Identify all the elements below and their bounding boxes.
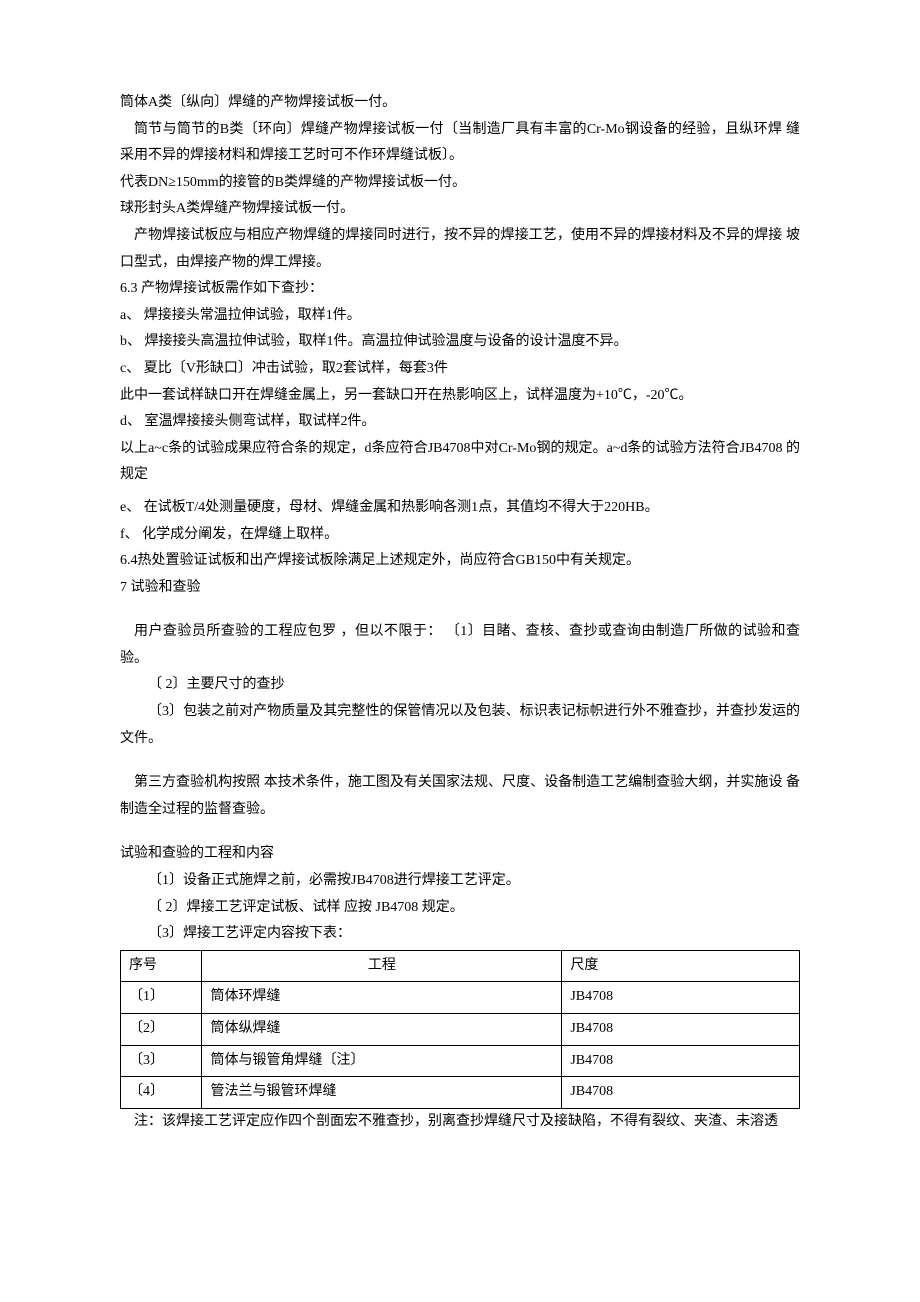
- text-line: 6.4热处置验证试板和出产焊接试板除满足上述规定外，尚应符合GB150中有关规定…: [120, 548, 800, 575]
- text-line: 〔 2〕主要尺寸的查抄: [120, 672, 800, 699]
- text-line: 以上a~c条的试验成果应符合条的规定，d条应符合JB4708中对Cr-Mo钢的规…: [120, 436, 800, 489]
- text-line: 第三方查验机构按照 本技术条件，施工图及有关国家法规、尺度、设备制造工艺编制查验…: [120, 770, 800, 823]
- table-header-name: 工程: [202, 950, 562, 982]
- table-cell-seq: 〔4〕: [121, 1077, 202, 1109]
- table-cell-seq: 〔1〕: [121, 982, 202, 1014]
- section-heading: 7 试验和查验: [120, 575, 800, 602]
- text-line: a、 焊接接头常温拉伸试验，取样1件。: [120, 303, 800, 330]
- text-line: 用户查验员所查验的工程应包罗 ，但以不限于： 〔1〕目睹、查核、查抄或查询由制造…: [120, 619, 800, 672]
- table-cell-seq: 〔3〕: [121, 1045, 202, 1077]
- table-cell-name: 管法兰与锻管环焊缝: [202, 1077, 562, 1109]
- table-cell-seq: 〔2〕: [121, 1014, 202, 1046]
- table-row: 〔1〕 筒体环焊缝 JB4708: [121, 982, 800, 1014]
- table-cell-name: 筒体与锻管角焊缝〔注〕: [202, 1045, 562, 1077]
- table-header-seq: 序号: [121, 950, 202, 982]
- text-line: 产物焊接试板应与相应产物焊缝的焊接同时进行，按不异的焊接工艺，使用不异的焊接材料…: [120, 223, 800, 276]
- table-row: 〔2〕 筒体纵焊缝 JB4708: [121, 1014, 800, 1046]
- text-line: 筒节与筒节的B类〔环向〕焊缝产物焊接试板一付〔当制造厂具有丰富的Cr-Mo钢设备…: [120, 117, 800, 170]
- text-line: b、 焊接接头高温拉伸试验，取样1件。高温拉伸试验温度与设备的设计温度不异。: [120, 329, 800, 356]
- table-header-row: 序号 工程 尺度: [121, 950, 800, 982]
- text-line: 6.3 产物焊接试板需作如下查抄：: [120, 276, 800, 303]
- table-header-spec: 尺度: [562, 950, 800, 982]
- text-line: 此中一套试样缺口开在焊缝金属上，另一套缺口开在热影响区上，试样温度为+10℃，-…: [120, 383, 800, 410]
- text-line: 代表DN≥150mm的接管的B类焊缝的产物焊接试板一付。: [120, 170, 800, 197]
- text-line: 〔 2〕焊接工艺评定试板、试样 应按 JB4708 规定。: [120, 895, 800, 922]
- table-row: 〔4〕 管法兰与锻管环焊缝 JB4708: [121, 1077, 800, 1109]
- text-line: 球形封头A类焊缝产物焊接试板一付。: [120, 196, 800, 223]
- welding-spec-table: 序号 工程 尺度 〔1〕 筒体环焊缝 JB4708 〔2〕 筒体纵焊缝 JB47…: [120, 950, 800, 1109]
- table-cell-spec: JB4708: [562, 982, 800, 1014]
- table-cell-name: 筒体纵焊缝: [202, 1014, 562, 1046]
- table-row: 〔3〕 筒体与锻管角焊缝〔注〕 JB4708: [121, 1045, 800, 1077]
- text-line: 〔3〕包装之前对产物质量及其完整性的保管情况以及包装、标识表记标帜进行外不雅查抄…: [120, 699, 800, 752]
- table-cell-spec: JB4708: [562, 1014, 800, 1046]
- text-line: f、 化学成分阐发，在焊缝上取样。: [120, 522, 800, 549]
- text-line: d、 室温焊接接头侧弯试样，取试样2件。: [120, 409, 800, 436]
- table-cell-spec: JB4708: [562, 1045, 800, 1077]
- text-line: 筒体A类〔纵向〕焊缝的产物焊接试板一付。: [120, 90, 800, 117]
- text-line: c、 夏比〔V形缺口〕冲击试验，取2套试样，每套3件: [120, 356, 800, 383]
- table-cell-name: 筒体环焊缝: [202, 982, 562, 1014]
- text-line: 试验和查验的工程和内容: [120, 841, 800, 868]
- table-cell-spec: JB4708: [562, 1077, 800, 1109]
- text-line: 〔1〕设备正式施焊之前，必需按JB4708进行焊接工艺评定。: [120, 868, 800, 895]
- text-line: 〔3〕焊接工艺评定内容按下表：: [120, 921, 800, 948]
- table-note: 注：该焊接工艺评定应作四个剖面宏不雅查抄，别离查抄焊缝尺寸及接缺陷，不得有裂纹、…: [120, 1109, 800, 1136]
- text-line: e、 在试板T/4处测量硬度，母材、焊缝金属和热影响各测1点，其值均不得大于22…: [120, 495, 800, 522]
